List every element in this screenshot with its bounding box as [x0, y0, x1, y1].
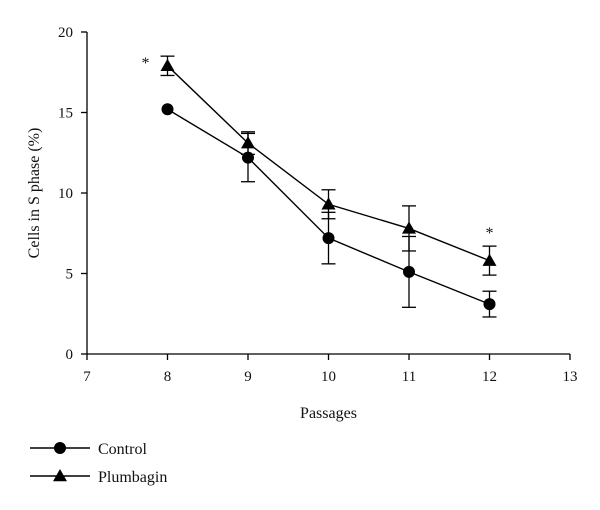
x-tick-label: 11: [402, 369, 416, 385]
legend: Control Plumbagin: [30, 441, 167, 486]
x-tick-label: 7: [83, 369, 91, 385]
legend-marker-plumbagin: [53, 469, 67, 482]
x-tick-label: 12: [482, 369, 497, 385]
x-ticks: 7 8 9 10 11 12 13: [83, 354, 578, 385]
x-tick-label: 13: [563, 369, 578, 385]
y-tick-label: 20: [58, 25, 73, 41]
y-axis-label: Cells in S phase (%): [26, 128, 43, 259]
y-ticks: 0 5 10 15 20: [58, 25, 87, 363]
x-tick-label: 10: [321, 369, 336, 385]
plumbagin-data-point: [321, 197, 336, 210]
legend-label-control: Control: [98, 441, 147, 458]
legend-label-plumbagin: Plumbagin: [98, 469, 167, 486]
control-data-point: [403, 265, 415, 278]
plot-area: [160, 55, 497, 318]
legend-marker-control: [54, 442, 66, 454]
significance-asterisk: *: [486, 225, 494, 242]
y-tick-label: 5: [66, 267, 74, 283]
plumbagin-data-point: [160, 58, 175, 72]
annotations: **: [142, 55, 494, 242]
x-tick-label: 9: [244, 369, 252, 385]
plumbagin-data-point: [402, 221, 416, 234]
significance-asterisk: *: [142, 55, 150, 72]
plumbagin-data-point: [241, 136, 255, 149]
x-axis-label: Passages: [300, 405, 357, 422]
plumbagin-data-point: [482, 253, 497, 266]
x-tick-label: 8: [164, 369, 172, 385]
y-tick-label: 0: [66, 347, 74, 363]
control-data-point: [322, 232, 335, 245]
y-tick-label: 10: [58, 186, 73, 202]
y-tick-label: 15: [58, 106, 73, 122]
control-data-point: [483, 298, 496, 311]
control-data-point: [161, 103, 174, 116]
